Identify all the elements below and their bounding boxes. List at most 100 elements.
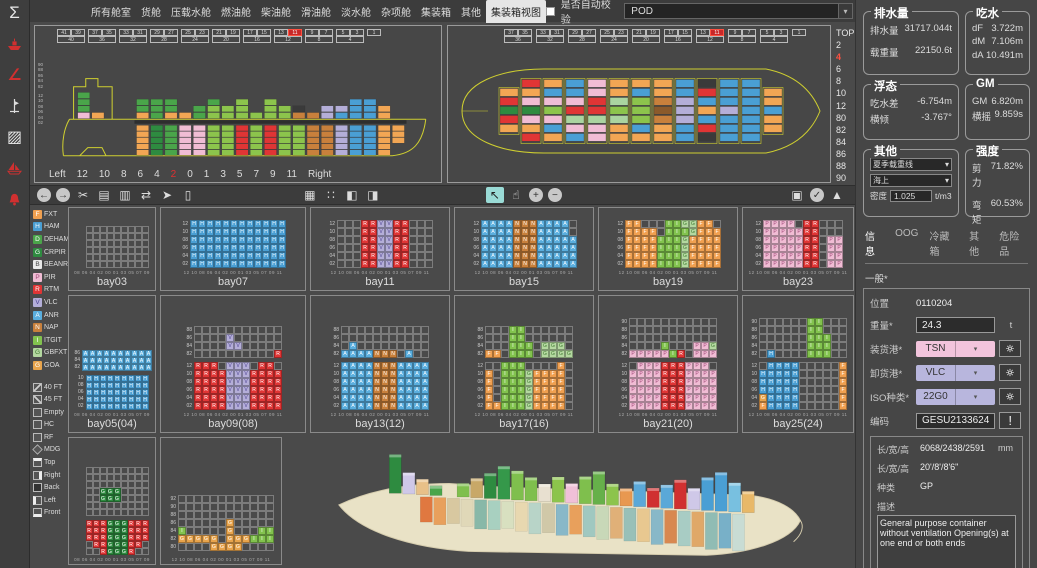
slot[interactable] — [373, 334, 381, 342]
slot[interactable] — [194, 503, 202, 511]
bay-cell-bay23[interactable]: 12 10 08 06 04 02 P P P P R R P P P P P R R P P P P P R R P P P P P P P R… — [742, 207, 854, 291]
slot[interactable]: R — [134, 541, 142, 548]
bay-cell-bay15[interactable]: 12 10 08 06 04 02 A A A A N N N A A A A A A A A N N N A A A A A A A A N N… — [454, 207, 594, 291]
slot[interactable]: A — [96, 364, 103, 371]
slot[interactable]: N — [389, 370, 397, 378]
slot[interactable]: H — [791, 402, 799, 410]
legend-port-PIR[interactable]: P PIR — [33, 271, 66, 284]
bay-cell-bay09(08)[interactable]: 88 86 84 82 V V V R 12 10 08 06 04 02 R R R V V V R R R R R R V V V R… — [160, 295, 306, 433]
legend-port-GBFXT[interactable]: G GBFXT — [33, 347, 67, 360]
bay-number[interactable]: 25 — [600, 29, 614, 36]
slot[interactable]: H — [759, 378, 767, 386]
slot[interactable]: F — [649, 228, 657, 236]
bay-cell-bay11[interactable]: 12 10 08 06 04 02 R R V V R R R R V V R R R R V V R R R R V V R R R R V V… — [310, 207, 450, 291]
slot[interactable] — [767, 342, 775, 350]
slot[interactable]: G — [106, 488, 114, 495]
slot[interactable]: A — [561, 228, 569, 236]
legend-toggle-45ft[interactable]: 45 FT — [33, 393, 66, 406]
slot[interactable]: G — [113, 548, 121, 555]
slot[interactable] — [657, 228, 665, 236]
slot[interactable]: A — [497, 260, 505, 268]
slot[interactable]: A — [365, 394, 373, 402]
slot[interactable]: R — [669, 378, 677, 386]
slot[interactable]: H — [198, 236, 206, 244]
slot[interactable]: P — [827, 236, 835, 244]
slot[interactable] — [629, 318, 637, 326]
slot[interactable]: H — [106, 403, 114, 410]
slot[interactable] — [823, 370, 831, 378]
slot[interactable]: N — [389, 350, 397, 358]
slot[interactable]: A — [405, 362, 413, 370]
slot[interactable]: H — [92, 382, 100, 389]
legend-port-ANR[interactable]: A ANR — [33, 309, 66, 322]
slot[interactable]: I — [501, 386, 509, 394]
slot[interactable]: G — [709, 342, 717, 350]
slot[interactable]: A — [89, 364, 96, 371]
slot[interactable]: F — [713, 252, 721, 260]
slot[interactable]: G — [541, 350, 549, 358]
slot[interactable] — [365, 334, 373, 342]
slot[interactable]: P — [685, 362, 693, 370]
slot[interactable] — [127, 240, 135, 247]
slot[interactable]: H — [254, 244, 262, 252]
slot[interactable] — [99, 502, 107, 509]
slot[interactable] — [85, 548, 93, 555]
slot[interactable]: R — [811, 220, 819, 228]
slot[interactable]: F — [839, 370, 847, 378]
slot[interactable]: G — [218, 543, 226, 551]
slot[interactable]: N — [373, 402, 381, 410]
slot[interactable] — [831, 318, 839, 326]
slot[interactable]: N — [373, 386, 381, 394]
slot[interactable]: A — [421, 378, 429, 386]
slot[interactable] — [92, 474, 100, 481]
slot[interactable]: R — [661, 394, 669, 402]
slot[interactable]: R — [661, 386, 669, 394]
slot[interactable] — [134, 226, 142, 233]
slot[interactable] — [134, 233, 142, 240]
slot[interactable]: H — [99, 396, 107, 403]
slot[interactable]: V — [242, 370, 250, 378]
slot[interactable]: H — [246, 220, 254, 228]
slot[interactable] — [250, 511, 258, 519]
slot[interactable]: H — [230, 244, 238, 252]
slot[interactable]: R — [266, 402, 274, 410]
slot[interactable] — [120, 233, 128, 240]
slot[interactable] — [557, 334, 565, 342]
slot[interactable]: G — [226, 519, 234, 527]
slot[interactable]: A — [421, 370, 429, 378]
slot[interactable]: R — [803, 220, 811, 228]
detail-tab-其他[interactable]: 其他 — [969, 232, 980, 258]
slot[interactable] — [113, 254, 121, 261]
slot[interactable]: N — [389, 362, 397, 370]
slot[interactable] — [120, 240, 128, 247]
slot[interactable]: G — [113, 488, 121, 495]
slot[interactable]: I — [517, 342, 525, 350]
slot[interactable] — [533, 334, 541, 342]
slot[interactable]: F — [713, 260, 721, 268]
bay-number[interactable]: 32 — [536, 36, 564, 43]
slot[interactable]: A — [537, 252, 545, 260]
slot[interactable] — [141, 474, 149, 481]
slot[interactable]: A — [497, 252, 505, 260]
slot[interactable]: A — [481, 260, 489, 268]
slot[interactable]: H — [214, 252, 222, 260]
slot[interactable] — [397, 342, 405, 350]
slot[interactable]: I — [517, 378, 525, 386]
slot[interactable] — [831, 378, 839, 386]
slot[interactable] — [141, 240, 149, 247]
slot[interactable]: F — [697, 252, 705, 260]
slot[interactable] — [99, 509, 107, 516]
slot[interactable]: A — [545, 260, 553, 268]
slot[interactable] — [629, 362, 637, 370]
slot[interactable] — [106, 233, 114, 240]
slot[interactable]: G — [113, 527, 121, 534]
slot[interactable] — [186, 543, 194, 551]
detail-tab-信息[interactable]: 信息 — [865, 232, 875, 258]
slot[interactable] — [120, 261, 128, 268]
slot[interactable]: R — [250, 386, 258, 394]
slot[interactable]: P — [787, 220, 795, 228]
slot[interactable]: H — [113, 403, 121, 410]
slot[interactable] — [341, 326, 349, 334]
slot[interactable] — [413, 326, 421, 334]
slot[interactable] — [266, 543, 274, 551]
